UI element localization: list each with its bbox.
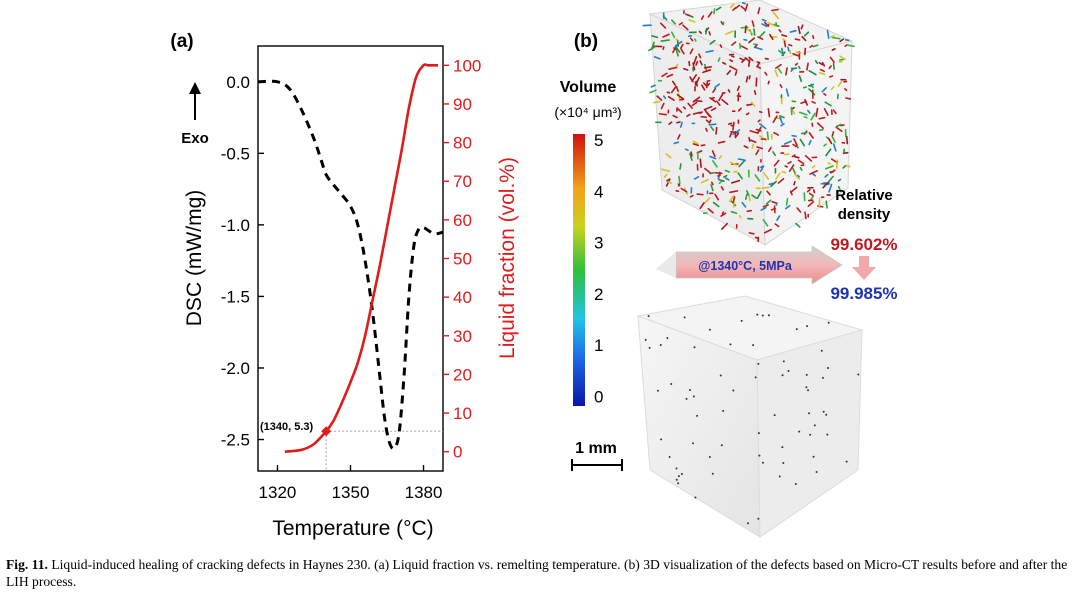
y-right-tick-label: 30 bbox=[453, 327, 472, 346]
y-right-tick-label: 10 bbox=[453, 404, 472, 423]
x-tick-label: 1380 bbox=[405, 483, 443, 502]
exo-label: Exo bbox=[181, 130, 209, 147]
data-point-marker bbox=[321, 426, 332, 437]
y-left-tick-label: -1.0 bbox=[221, 216, 250, 235]
colorbar-tick-label: 4 bbox=[594, 182, 603, 201]
x-tick-label: 1350 bbox=[332, 483, 370, 502]
caption-text: Liquid-induced healing of cracking defec… bbox=[6, 557, 1068, 589]
colorbar: Volume (×10⁴ μm³) 5 4 3 2 1 0 bbox=[554, 79, 621, 407]
density-before: 99.602% bbox=[830, 235, 897, 254]
y-left-tick-label: 0.0 bbox=[226, 73, 250, 92]
density-title-line2: density bbox=[838, 206, 891, 223]
dsc-curve bbox=[257, 79, 444, 451]
colorbar-scale bbox=[573, 134, 585, 406]
y-left-tick-label: -2.5 bbox=[221, 431, 250, 450]
x-tick-label: 1320 bbox=[259, 483, 297, 502]
y-left-tick-label: -0.5 bbox=[221, 144, 250, 163]
colorbar-unit: (×10⁴ μm³) bbox=[554, 104, 621, 120]
colorbar-title: Volume bbox=[560, 79, 617, 96]
y-right-tick-label: 50 bbox=[453, 250, 472, 269]
colorbar-tick-label: 3 bbox=[594, 234, 603, 253]
figure-canvas: (a) 0.0-0.5-1.0-1.5-2.0-2.5 010203040506… bbox=[170, 0, 898, 540]
density-after: 99.985% bbox=[830, 284, 897, 303]
panel-a-label: (a) bbox=[170, 31, 193, 52]
y-left-tick-label: -2.0 bbox=[221, 359, 250, 378]
y-axis-right-label: Liquid fraction (vol.%) bbox=[496, 157, 519, 359]
y-right-tick-label: 90 bbox=[453, 95, 472, 114]
caption-label: Fig. 11. bbox=[6, 557, 48, 572]
y-axis-left-label: DSC (mW/mg) bbox=[183, 190, 206, 326]
y-left-tick-label: -1.5 bbox=[221, 287, 250, 306]
process-arrow: @1340°C, 5MPa bbox=[656, 245, 843, 285]
y-right-tick-label: 20 bbox=[453, 365, 472, 384]
scale-bar: 1 mm bbox=[571, 440, 623, 471]
y-right-tick-label: 80 bbox=[453, 134, 472, 153]
y-right-tick-label: 40 bbox=[453, 288, 472, 307]
scale-bar-label: 1 mm bbox=[575, 440, 617, 457]
y-right-tick-label: 100 bbox=[453, 56, 481, 75]
colorbar-tick-label: 5 bbox=[594, 131, 603, 150]
point-annotation: (1340, 5.3) bbox=[260, 421, 314, 433]
colorbar-tick-label: 1 bbox=[594, 336, 603, 355]
exo-indicator: Exo bbox=[181, 82, 209, 147]
defect-cube-before bbox=[642, 0, 855, 246]
y-right-tick-label: 70 bbox=[453, 172, 472, 191]
plot-frame bbox=[257, 45, 444, 472]
process-condition: @1340°C, 5MPa bbox=[698, 259, 793, 273]
dsc-chart: 0.0 -0.5 -1.0 -1.5 -2.0 -2.5 0 10 20 30 40 50 60 70 8… bbox=[181, 45, 519, 540]
relative-density: Relative density 99.602% 99.985% bbox=[830, 187, 897, 303]
colorbar-tick-label: 2 bbox=[594, 285, 603, 304]
x-axis-label: Temperature (°C) bbox=[272, 517, 433, 540]
defect-cube-after bbox=[636, 295, 864, 538]
figure-caption: Fig. 11. Liquid-induced healing of crack… bbox=[6, 556, 1074, 590]
density-title-line1: Relative bbox=[835, 187, 893, 204]
panel-b-label: (b) bbox=[574, 31, 598, 52]
y-right-tick-label: 0 bbox=[453, 443, 462, 462]
colorbar-tick-label: 0 bbox=[594, 388, 603, 407]
y-right-tick-label: 60 bbox=[453, 211, 472, 230]
down-arrow bbox=[852, 256, 876, 280]
